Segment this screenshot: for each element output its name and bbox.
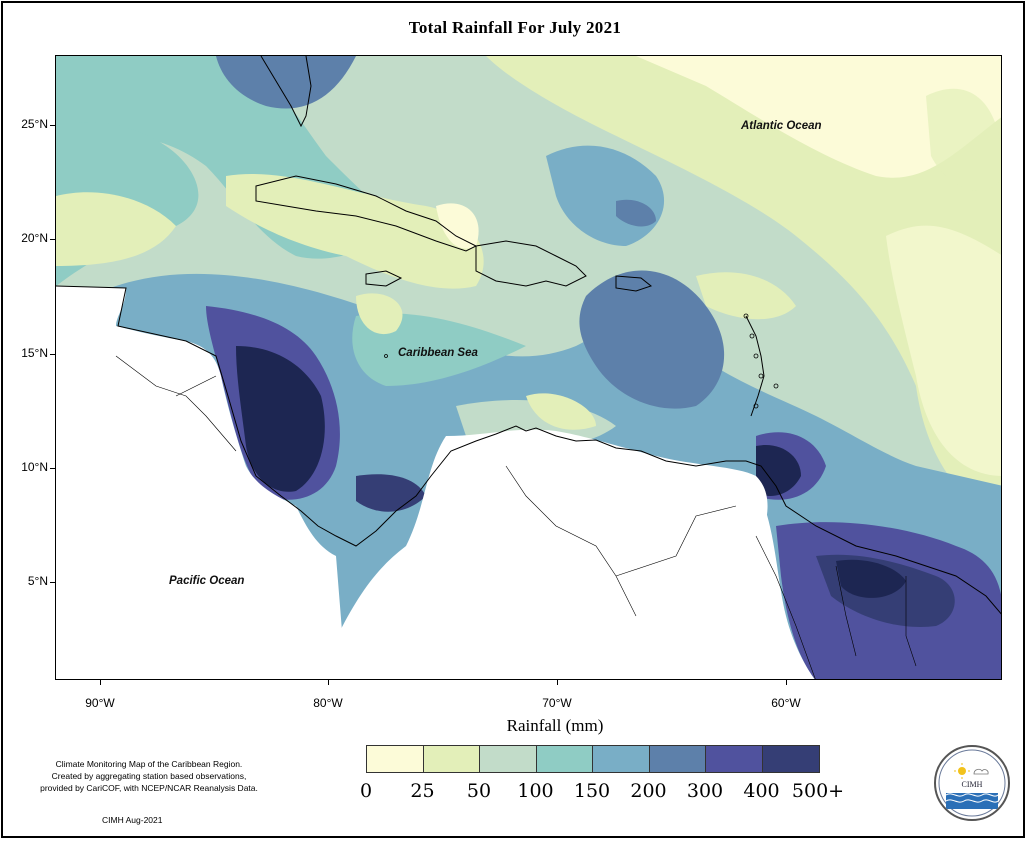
y-tick-label: 15°N — [21, 346, 48, 360]
legend-label: 100 — [517, 780, 554, 802]
note-line: provided by CariCOF, with NCEP/NCAR Rean… — [40, 783, 258, 793]
legend-label: 400 — [743, 780, 780, 802]
atlantic-ocean-label: Atlantic Ocean — [741, 120, 822, 132]
y-tick-label: 20°N — [21, 231, 48, 245]
legend-label: 500+ — [791, 780, 845, 802]
legend-label: 50 — [466, 780, 492, 802]
y-tick-label: 25°N — [21, 117, 48, 131]
x-tick-mark — [100, 680, 101, 685]
map-title: Total Rainfall For July 2021 — [408, 18, 622, 37]
rainfall-map: Atlantic Ocean Caribbean Sea Pacific Oce… — [55, 55, 1002, 680]
logo-text: CIMH — [961, 780, 983, 789]
cimh-logo: CIMH — [934, 745, 1010, 821]
x-tick-label: 70°W — [542, 696, 572, 710]
legend-swatch — [480, 746, 537, 772]
legend-label: 150 — [573, 780, 611, 802]
y-tick-mark — [50, 354, 55, 355]
legend-color-bar — [366, 745, 820, 773]
legend-swatch — [536, 746, 593, 772]
legend-swatch — [367, 746, 424, 772]
legend-swatch — [423, 746, 480, 772]
legend-label: 200 — [630, 780, 667, 802]
legend-label: 0 — [359, 780, 373, 802]
cimh-logo-graphic — [938, 749, 1006, 817]
note-line: Created by aggregating station based obs… — [51, 771, 247, 781]
rainfall-contours — [56, 56, 1001, 679]
x-tick-label: 80°W — [313, 696, 343, 710]
legend-swatch — [762, 746, 819, 772]
credit-text: CIMH Aug-2021 — [102, 815, 163, 825]
y-tick-label: 5°N — [27, 574, 48, 588]
y-tick-label: 10°N — [21, 460, 48, 474]
x-tick-label: 90°W — [85, 696, 115, 710]
x-tick-label: 60°W — [771, 696, 801, 710]
pacific-ocean-label: Pacific Ocean — [169, 575, 245, 587]
y-tick-mark — [50, 239, 55, 240]
x-tick-mark — [786, 680, 787, 685]
map-description: Climate Monitoring Map of the Caribbean … — [18, 758, 280, 794]
legend-label: 300 — [686, 780, 724, 802]
legend-title: Rainfall (mm) — [506, 716, 604, 735]
x-tick-mark — [557, 680, 558, 685]
legend-label: 25 — [410, 780, 435, 802]
y-tick-mark — [50, 125, 55, 126]
legend-swatch — [593, 746, 650, 772]
legend-swatch — [649, 746, 706, 772]
y-tick-mark — [50, 468, 55, 469]
legend-swatch — [706, 746, 763, 772]
y-tick-mark — [50, 582, 55, 583]
caribbean-sea-label: Caribbean Sea — [398, 347, 478, 359]
x-tick-mark — [328, 680, 329, 685]
note-line: Climate Monitoring Map of the Caribbean … — [55, 759, 243, 769]
